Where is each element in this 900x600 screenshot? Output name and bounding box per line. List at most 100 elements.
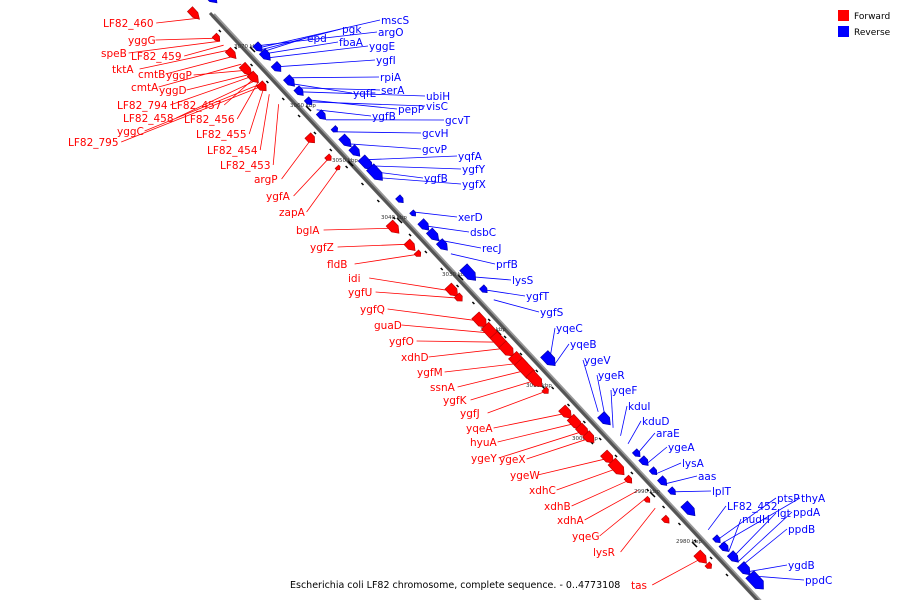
tick-mark <box>396 217 403 224</box>
gene-label-ygea: ygeA <box>668 442 695 454</box>
reverse-gene-arrow <box>252 41 263 52</box>
gene-label-lf82-794: LF82_794 <box>117 100 168 112</box>
forward-gene-arrow <box>413 249 422 257</box>
gene-label-lgt: lgt <box>777 508 791 520</box>
leader-line <box>497 422 577 443</box>
forward-gene-arrow <box>385 219 400 234</box>
leader-line <box>655 462 682 475</box>
gene-label-ppdc: ppdC <box>805 575 832 587</box>
leader-line <box>139 49 229 70</box>
track-mark <box>218 29 222 33</box>
gene-label-xerd: xerD <box>458 212 483 224</box>
gene-label-yggc: yggC <box>117 126 144 138</box>
track-mark <box>408 233 412 237</box>
tick-mark <box>249 46 256 53</box>
leader-line <box>156 17 199 24</box>
map-caption: Escherichia coli LF82 chromosome, comple… <box>290 580 620 591</box>
gene-label-gcvp: gcvP <box>422 144 447 156</box>
gene-label-ssna: ssnA <box>430 382 456 394</box>
forward-gene-arrow <box>246 70 259 83</box>
leader-line <box>450 253 496 265</box>
gene-label-visc: visC <box>426 101 448 113</box>
leader-line <box>620 507 656 553</box>
reverse-gene-arrow <box>338 133 352 148</box>
gene-label-ygfb: ygfB <box>424 173 448 185</box>
gene-label-thya: thyA <box>801 493 826 505</box>
leader-line <box>268 45 369 59</box>
gene-label-ygge: yggE <box>369 41 395 53</box>
track-mark <box>250 63 254 67</box>
gene-label-ygex: ygeX <box>499 454 526 466</box>
reverse-gene-arrow <box>348 144 361 157</box>
leader-line <box>121 85 262 143</box>
track-mark <box>265 80 269 84</box>
leader-line <box>316 109 372 117</box>
gene-label-lyss: lysS <box>512 275 534 287</box>
forward-gene-arrow <box>607 457 625 476</box>
leader-line <box>444 362 521 373</box>
gene-label-lf82-454: LF82_454 <box>207 145 258 157</box>
track-mark <box>630 471 634 475</box>
gene-label-aas: aas <box>698 471 716 483</box>
track-mark <box>582 420 586 424</box>
leader-line <box>387 308 481 322</box>
legend-forward-swatch <box>838 10 849 21</box>
gene-label-yggp: yggP <box>166 70 192 82</box>
legend-reverse-swatch <box>838 26 849 37</box>
gene-label-gcvt: gcvT <box>445 115 471 127</box>
track-mark <box>360 182 365 186</box>
leader-line <box>487 390 547 414</box>
leader-line <box>368 165 462 170</box>
leader-line <box>293 157 330 197</box>
gene-features <box>186 0 764 590</box>
gene-label-xdhc: xdhC <box>529 485 556 497</box>
reverse-gene-arrow <box>283 74 295 87</box>
track-mark <box>456 284 460 288</box>
leader-line <box>652 557 703 586</box>
track-mark <box>646 488 650 492</box>
gene-label-nudh: nudH <box>742 514 770 526</box>
track-mark <box>598 437 602 441</box>
reverse-gene-arrow <box>366 163 383 181</box>
gene-label-arae: araE <box>656 428 680 440</box>
leader-line <box>128 40 220 54</box>
gene-label-lf82-456: LF82_456 <box>184 114 235 126</box>
forward-gene-arrow <box>525 369 543 388</box>
reverse-gene-arrow <box>597 411 611 426</box>
legend: Forward Reverse <box>838 10 891 38</box>
track-mark <box>376 199 380 203</box>
gene-label-pepp: pepP <box>398 104 424 116</box>
forward-gene-arrow <box>324 153 332 161</box>
track-mark <box>313 131 317 135</box>
reverse-gene-arrow <box>718 541 729 552</box>
reverse-gene-arrow <box>726 550 739 563</box>
gene-label-prfb: prfB <box>496 259 518 271</box>
leader-line <box>259 94 270 151</box>
leader-line <box>493 412 567 429</box>
track-mark <box>281 97 285 101</box>
forward-gene-arrow <box>403 238 416 251</box>
gene-label-yger: ygeR <box>598 370 625 382</box>
gene-label-lplt: lplT <box>712 486 731 498</box>
leader-line <box>337 131 422 134</box>
gene-label-ygfm: ygfM <box>417 367 443 379</box>
leader-line <box>299 91 426 97</box>
track-mark <box>234 46 238 50</box>
gene-label-bgla: bglA <box>296 225 320 237</box>
forward-gene-arrow <box>255 80 267 92</box>
leader-line <box>411 211 458 218</box>
reverse-gene-arrow <box>417 218 430 231</box>
track-mark <box>677 522 681 526</box>
gene-label-ppda: ppdA <box>793 507 821 519</box>
forward-gene-arrow <box>600 449 614 464</box>
tick-mark <box>457 274 464 281</box>
leader-line <box>428 347 507 358</box>
leader-line <box>165 55 234 75</box>
track-mark <box>345 165 349 169</box>
forward-gene-arrow <box>304 132 315 144</box>
leader-line <box>584 489 639 521</box>
forward-gene-arrow <box>334 164 341 171</box>
reverse-gene-arrow <box>425 227 440 242</box>
